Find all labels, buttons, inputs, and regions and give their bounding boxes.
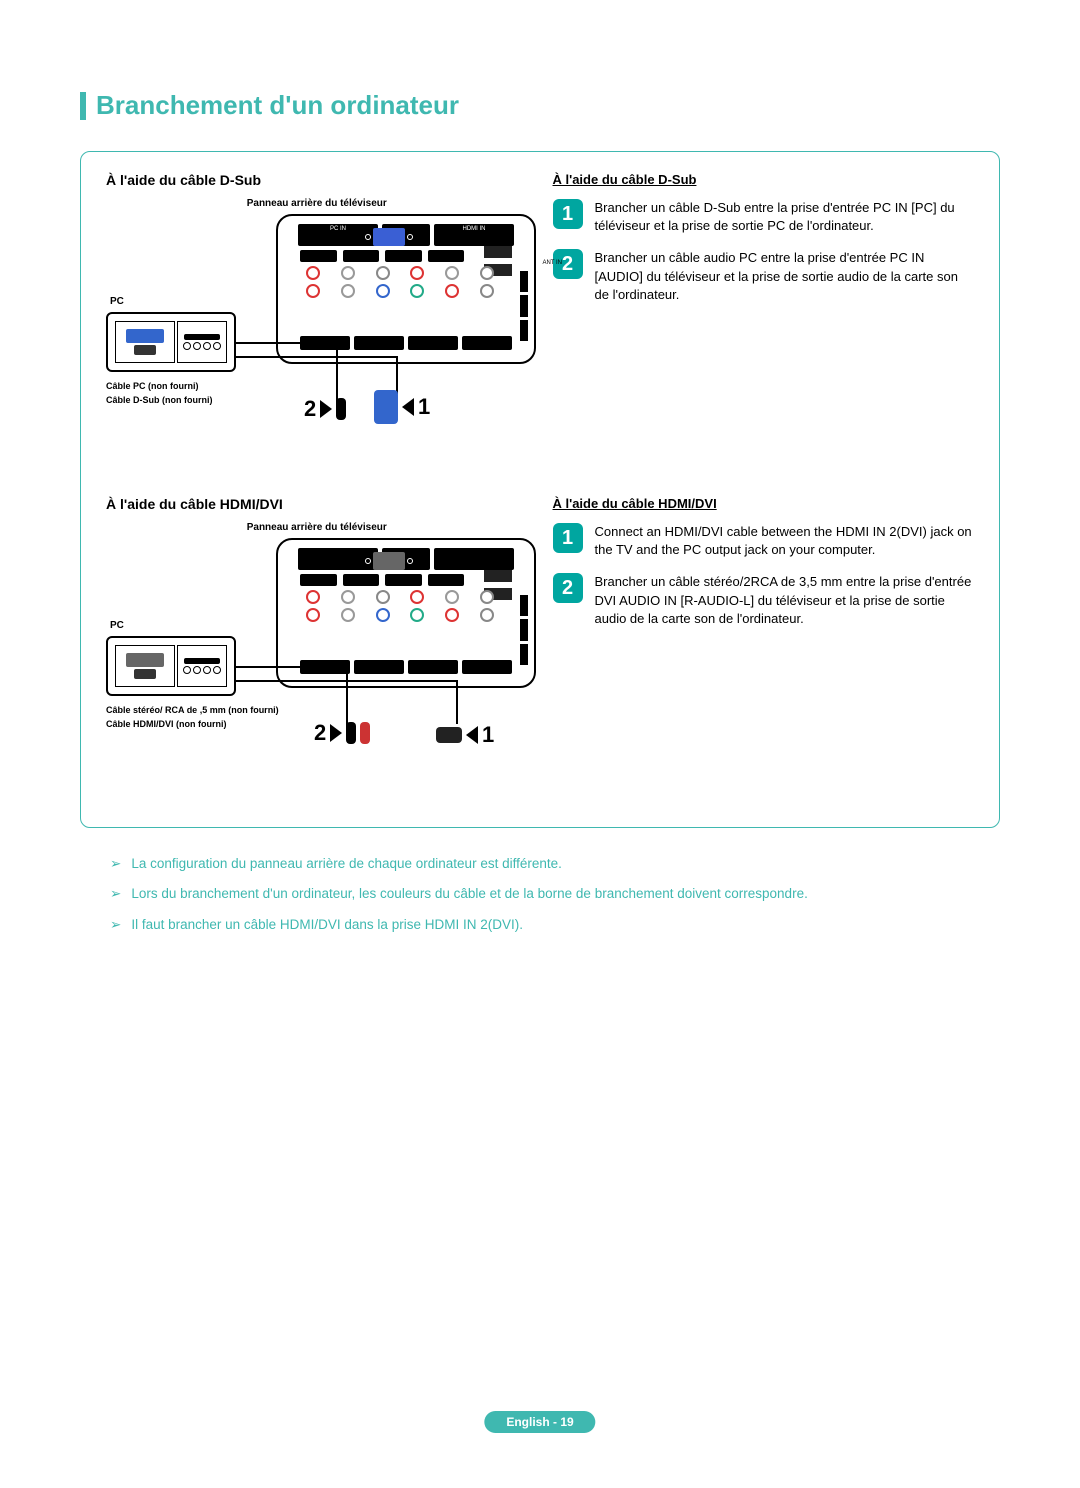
- rca-grid-1: [300, 266, 500, 298]
- pc-box-2: [106, 636, 236, 696]
- badge-1-hdmi: 1: [436, 722, 494, 748]
- hdmidvi-step-1: 1 Connect an HDMI/DVI cable between the …: [553, 523, 975, 559]
- dsub-step-1: 1 Brancher un câble D-Sub entre la prise…: [553, 199, 975, 235]
- audio-plug-icon: [336, 398, 346, 420]
- pc-captions-1: Câble PC (non fourni) Câble D-Sub (non f…: [106, 380, 212, 407]
- pc-label-2: PC: [110, 620, 124, 631]
- hdmi-port-icon-1: [484, 246, 512, 258]
- port-hdmi: HDMI IN: [434, 224, 514, 246]
- step-text: Brancher un câble D-Sub entre la prise d…: [595, 199, 975, 235]
- step-num-icon: 1: [553, 523, 583, 553]
- step-num-icon: 2: [553, 573, 583, 603]
- left-hdmidvi-section: À l'aide du câble HDMI/DVI Panneau arriè…: [106, 496, 528, 802]
- hdmi-plug-icon: [436, 727, 462, 743]
- hdmidvi-diagram: Panneau arrière du téléviseur PC: [106, 522, 528, 802]
- left-dsub-section: À l'aide du câble D-Sub Panneau arrière …: [106, 172, 528, 478]
- cable-hdmidvi-label: Câble HDMI/DVI (non fourni): [106, 718, 279, 732]
- dsub-steps: 1 Brancher un câble D-Sub entre la prise…: [553, 199, 975, 304]
- step-text: Brancher un câble stéréo/2RCA de 3,5 mm …: [595, 573, 975, 628]
- right-hdmidvi-section: À l'aide du câble HDMI/DVI 1 Connect an …: [553, 496, 975, 802]
- content-box: À l'aide du câble D-Sub Panneau arrière …: [80, 151, 1000, 828]
- vga-port-icon-2: [373, 552, 405, 570]
- hdmidvi-heading-right: À l'aide du câble HDMI/DVI: [553, 496, 975, 511]
- tv-panel-label-1: Panneau arrière du téléviseur: [247, 198, 387, 209]
- antin-label: ANT IN: [542, 260, 562, 266]
- step-text: Brancher un câble audio PC entre la pris…: [595, 249, 975, 304]
- dsub-heading-right: À l'aide du câble D-Sub: [553, 172, 975, 187]
- note-1: ➢La configuration du panneau arrière de …: [110, 854, 1000, 874]
- tv-panel-label-2: Panneau arrière du téléviseur: [247, 522, 387, 533]
- pc-captions-2: Câble stéréo/ RCA de ,5 mm (non fourni) …: [106, 704, 279, 731]
- arrow-icon: ➢: [110, 915, 121, 935]
- rca-grid-2: [300, 590, 500, 622]
- dsub-step-2: 2 Brancher un câble audio PC entre la pr…: [553, 249, 975, 304]
- badge-2-hdmi: 2: [314, 720, 370, 746]
- arrow-icon: ➢: [110, 854, 121, 874]
- hdmi-port-icon-3: [484, 570, 512, 582]
- cable-dsub-label: Câble D-Sub (non fourni): [106, 394, 212, 408]
- dsub-diagram: Panneau arrière du téléviseur PC INHDMI …: [106, 198, 528, 478]
- arrow-icon: ➢: [110, 884, 121, 904]
- dsub-heading-left: À l'aide du câble D-Sub: [106, 172, 528, 188]
- right-dsub-section: À l'aide du câble D-Sub 1 Brancher un câ…: [553, 172, 975, 478]
- hdmidvi-steps: 1 Connect an HDMI/DVI cable between the …: [553, 523, 975, 628]
- title-bar: Branchement d'un ordinateur: [80, 90, 1000, 121]
- cable-pc-label: Câble PC (non fourni): [106, 380, 212, 394]
- badge-1-dsub: 1: [374, 390, 430, 424]
- vga-plug-icon: [374, 390, 398, 424]
- step-num-icon: 1: [553, 199, 583, 229]
- hdmidvi-step-2: 2 Brancher un câble stéréo/2RCA de 3,5 m…: [553, 573, 975, 628]
- page-title: Branchement d'un ordinateur: [96, 90, 459, 121]
- cable-stereo-label: Câble stéréo/ RCA de ,5 mm (non fourni): [106, 704, 279, 718]
- hdmidvi-heading-left: À l'aide du câble HDMI/DVI: [106, 496, 528, 512]
- pc-box-1: [106, 312, 236, 372]
- note-2: ➢Lors du branchement d'un ordinateur, le…: [110, 884, 1000, 904]
- page-number: English - 19: [484, 1411, 595, 1433]
- title-accent: [80, 92, 86, 120]
- rca-plug-icon-r: [360, 722, 370, 744]
- notes: ➢La configuration du panneau arrière de …: [80, 854, 1000, 935]
- step-text: Connect an HDMI/DVI cable between the HD…: [595, 523, 975, 559]
- badge-2-dsub: 2: [304, 396, 346, 422]
- rca-plug-icon: [346, 722, 356, 744]
- pc-label-1: PC: [110, 296, 124, 307]
- vga-port-icon: [373, 228, 405, 246]
- note-3: ➢Il faut brancher un câble HDMI/DVI dans…: [110, 915, 1000, 935]
